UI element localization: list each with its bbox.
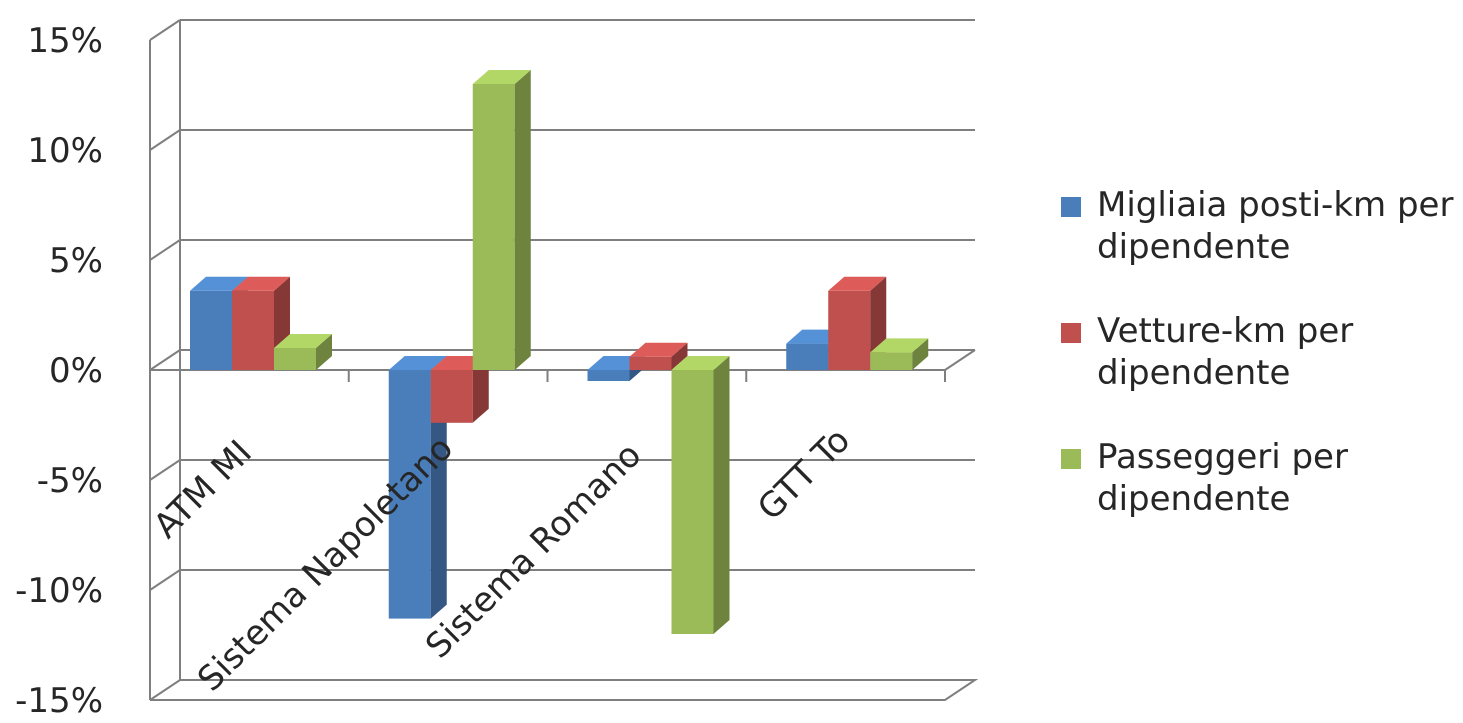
bar-top [828,276,887,291]
bar-top [629,342,688,357]
gridline-diagonal [149,239,181,261]
bar-top [671,356,730,370]
bar-front [388,370,431,619]
bar-side [671,342,688,370]
bar-3 [274,334,332,370]
bar-front [671,370,714,634]
gridlines [149,19,975,591]
legend-item: Migliaia posti-km per dipendente [1061,185,1453,267]
bar-front [472,84,515,370]
y-tick-label: -15% [15,681,103,721]
legend-label: Vetture-km per dipendente [1097,311,1353,393]
bar-front [232,290,274,370]
bar-side [316,334,332,370]
bar-front [587,370,630,381]
x-axis-depth-line [944,349,976,371]
bar-front [629,356,672,370]
x-category-label: Sistema Romano [418,435,649,666]
bar-front [870,352,913,370]
y-tick-label: 0% [49,351,103,391]
legend-item: Vetture-km per dipendente [1061,311,1353,393]
x-category-label: GTT To [750,420,858,528]
bar-side [713,356,730,634]
bar-side [472,356,489,423]
bar-2 [629,342,688,370]
bar-front [190,290,232,370]
gridline-diagonal [149,569,181,591]
bar-top [388,356,447,370]
gridline-diagonal [149,349,181,371]
y-tick-label: 15% [27,21,103,61]
bar-3 [870,338,929,370]
axes [149,20,979,701]
legend-swatch [1061,323,1081,343]
bar-top [232,276,290,291]
bar-3 [671,356,730,634]
gridline-diagonal [149,459,181,481]
legend-label: Passeggeri per dipendente [1097,437,1348,519]
legend-swatch [1061,197,1081,217]
y-tick-label: -5% [37,461,103,501]
legend-label: Migliaia posti-km per dipendente [1097,185,1453,267]
legend: Migliaia posti-km per dipendente Vetture-k… [1061,185,1453,519]
bar-front [274,348,316,370]
bar-side [912,338,929,370]
bar-top [472,70,531,84]
bar-top [274,334,332,348]
legend-swatch [1061,449,1081,469]
legend-item: Passeggeri per dipendente [1061,437,1348,519]
y-tick-label: 5% [49,241,103,281]
bar-2 [430,356,489,423]
floor-outline [149,679,979,701]
x-category-label: ATM MI [146,433,260,547]
bar-front [786,343,829,370]
bar-top [190,276,248,291]
bars [190,70,929,634]
bar-3 [472,70,531,370]
y-tick-label: -10% [15,571,103,611]
gridline-diagonal [149,19,181,41]
y-axis-tick-labels: 15% 10% 5% 0% -5% -10% -15% [15,21,103,721]
bar-side [514,70,531,370]
bar-top [870,338,929,353]
gridline-diagonal [149,129,181,151]
bar-front [828,290,871,370]
bar-front [430,370,473,423]
y-tick-label: 10% [27,131,103,171]
